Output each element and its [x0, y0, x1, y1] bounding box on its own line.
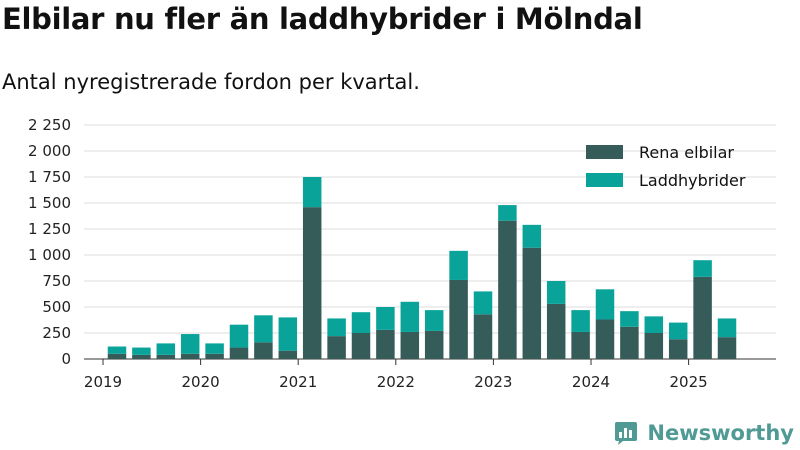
bar-laddhybrider-2021Q1 — [278, 317, 298, 351]
bar-rena-elbilar-2019Q4 — [156, 354, 176, 359]
legend-label: Laddhybrider — [639, 171, 746, 190]
bar-laddhybrider-2020Q1 — [180, 334, 200, 354]
chart-subtitle: Antal nyregistrerade fordon per kvartal. — [2, 70, 420, 94]
legend-swatch — [586, 173, 623, 187]
bar-rena-elbilar-2025Q1 — [668, 339, 688, 359]
bar-laddhybrider-2021Q4 — [351, 312, 371, 333]
y-tick-label: 750 — [42, 272, 71, 290]
bar-rena-elbilar-2020Q4 — [254, 342, 273, 359]
newsworthy-logo-icon — [615, 422, 638, 445]
y-tick-label: 2 000 — [28, 142, 71, 160]
brand-name: Newsworthy — [647, 421, 794, 445]
y-tick-label: 1 250 — [28, 220, 71, 238]
bar-laddhybrider-2022Q4 — [449, 250, 468, 280]
bar-laddhybrider-2025Q3 — [717, 318, 737, 338]
bar-rena-elbilar-2022Q4 — [449, 279, 468, 359]
y-tick-label: 250 — [42, 324, 71, 342]
bar-laddhybrider-2023Q3 — [522, 224, 542, 248]
bar-rena-elbilar-2023Q1 — [473, 314, 493, 359]
bar-rena-elbilar-2022Q1 — [376, 329, 395, 359]
x-tick-label: 2019 — [84, 373, 122, 391]
bar-rena-elbilar-2024Q1 — [571, 331, 590, 359]
bar-laddhybrider-2024Q3 — [620, 311, 639, 327]
x-tick-label: 2020 — [182, 373, 220, 391]
chart-title: Elbilar nu fler än laddhybrider i Mölnda… — [2, 2, 643, 36]
bar-laddhybrider-2021Q2 — [302, 177, 322, 208]
bar-rena-elbilar-2025Q3 — [717, 337, 737, 359]
brand-logo: Newsworthy — [613, 420, 794, 446]
y-tick-label: 2 250 — [28, 116, 71, 134]
bar-laddhybrider-2024Q2 — [595, 289, 615, 320]
y-tick-label: 0 — [61, 350, 71, 368]
bar-rena-elbilar-2024Q3 — [620, 326, 639, 359]
bar-rena-elbilar-2019Q2 — [107, 353, 127, 359]
bar-rena-elbilar-2025Q2 — [693, 276, 712, 359]
x-tick-label: 2025 — [670, 373, 708, 391]
bar-laddhybrider-2023Q4 — [546, 281, 566, 304]
bar-laddhybrider-2022Q3 — [424, 310, 444, 331]
bar-laddhybrider-2023Q1 — [473, 291, 493, 315]
bar-rena-elbilar-2020Q1 — [180, 353, 200, 359]
grid-lines — [84, 124, 776, 360]
bar-laddhybrider-2021Q3 — [327, 318, 346, 337]
y-tick-label: 1 750 — [28, 168, 71, 186]
y-tick-label: 500 — [42, 298, 71, 316]
y-axis-ticks: 0 250 500 750 1 000 1 250 1 500 1 750 2 000 2 250 — [28, 116, 71, 368]
bar-laddhybrider-2025Q2 — [693, 260, 712, 277]
bar-rena-elbilar-2021Q3 — [327, 336, 346, 359]
bar-laddhybrider-2019Q4 — [156, 343, 176, 355]
bar-laddhybrider-2020Q3 — [229, 324, 249, 348]
bars — [107, 177, 737, 359]
bar-rena-elbilar-2023Q4 — [546, 303, 566, 359]
bar-rena-elbilar-2023Q3 — [522, 247, 542, 359]
y-tick-label: 1 000 — [28, 246, 71, 264]
bar-rena-elbilar-2020Q2 — [205, 353, 224, 359]
bar-laddhybrider-2024Q1 — [571, 310, 590, 332]
bar-rena-elbilar-2019Q3 — [132, 354, 151, 359]
bar-laddhybrider-2024Q4 — [644, 316, 664, 333]
legend: Rena elbilar Laddhybrider — [586, 143, 746, 190]
bar-rena-elbilar-2021Q1 — [278, 350, 298, 359]
x-tick-label: 2022 — [377, 373, 415, 391]
bar-laddhybrider-2025Q1 — [668, 322, 688, 340]
bar-laddhybrider-2019Q2 — [107, 346, 127, 354]
bar-rena-elbilar-2024Q4 — [644, 333, 664, 359]
bar-laddhybrider-2020Q4 — [254, 315, 273, 343]
x-tick-label: 2024 — [572, 373, 610, 391]
x-tick-label: 2023 — [474, 373, 512, 391]
x-tick-label: 2021 — [279, 373, 317, 391]
y-tick-label: 1 500 — [28, 194, 71, 212]
bar-rena-elbilar-2022Q3 — [424, 330, 444, 359]
bar-laddhybrider-2022Q2 — [400, 301, 420, 332]
bar-laddhybrider-2019Q3 — [132, 347, 151, 355]
legend-swatch — [586, 145, 623, 159]
bar-rena-elbilar-2020Q3 — [229, 347, 249, 359]
bar-laddhybrider-2022Q1 — [376, 307, 395, 330]
bar-rena-elbilar-2024Q2 — [595, 319, 615, 359]
legend-label: Rena elbilar — [639, 143, 734, 162]
x-axis-ticks: 2019 2020 2021 2022 2023 2024 2025 — [84, 359, 708, 391]
bar-rena-elbilar-2021Q2 — [302, 207, 322, 359]
bar-rena-elbilar-2023Q2 — [498, 220, 517, 359]
bar-laddhybrider-2020Q2 — [205, 343, 224, 354]
bar-rena-elbilar-2021Q4 — [351, 333, 371, 359]
bar-rena-elbilar-2022Q2 — [400, 331, 420, 359]
bar-laddhybrider-2023Q2 — [498, 205, 517, 221]
